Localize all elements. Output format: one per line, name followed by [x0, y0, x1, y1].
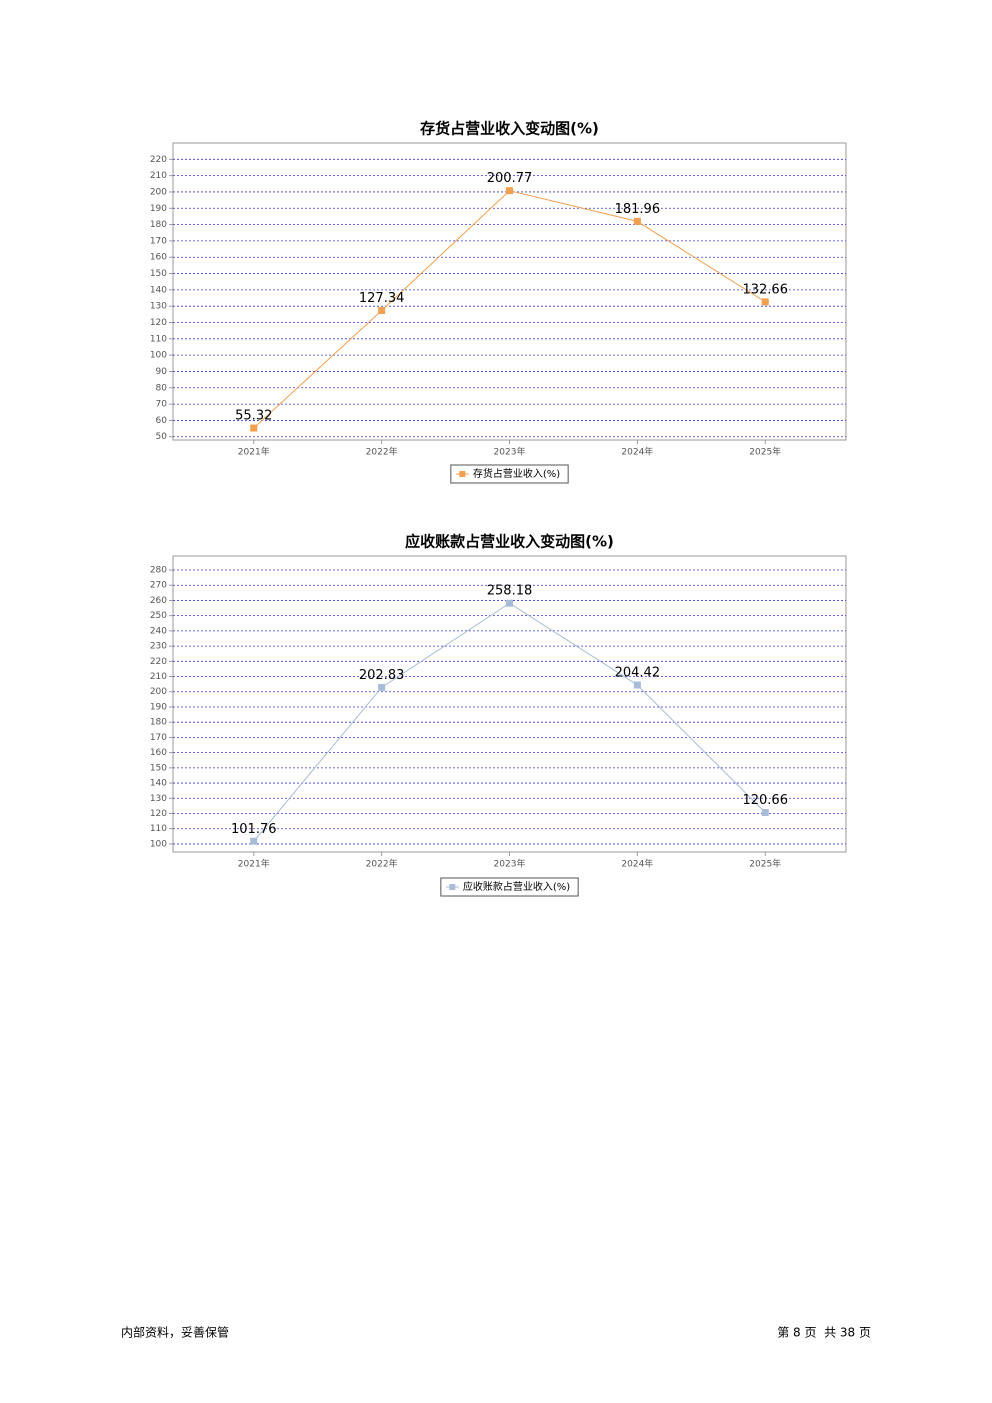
x-tick-label: 2022年 [366, 858, 398, 870]
data-label: 101.76 [231, 822, 277, 837]
y-tick-label: 190 [150, 204, 167, 214]
point-marker [633, 217, 641, 225]
y-tick-label: 200 [150, 187, 167, 197]
point-marker [506, 599, 513, 607]
y-tick-label: 180 [150, 718, 167, 728]
legend-marker [449, 884, 456, 890]
point-marker [761, 808, 769, 816]
x-tick-label: 2025年 [749, 858, 781, 870]
footer-left: 内部资料，妥善保管 [121, 1325, 229, 1340]
legend-marker [459, 471, 466, 477]
chart-title: 存货占营业收入变动图(%) [420, 120, 599, 138]
y-tick-label: 80 [156, 383, 168, 393]
data-label: 181.96 [615, 202, 661, 217]
y-tick-label: 50 [156, 432, 168, 442]
y-tick-label: 170 [150, 733, 167, 743]
y-tick-label: 90 [156, 367, 168, 377]
legend-label: 应收账款占营业收入(%) [463, 880, 570, 893]
point-marker [250, 424, 258, 432]
point-marker [761, 298, 769, 306]
point-marker [633, 681, 641, 689]
data-label: 200.77 [487, 171, 533, 186]
x-tick-label: 2025年 [749, 446, 781, 458]
y-tick-label: 240 [150, 626, 167, 636]
y-tick-label: 140 [150, 285, 167, 295]
legend-box [450, 464, 569, 484]
y-tick-label: 110 [150, 334, 167, 344]
y-tick-label: 180 [150, 220, 167, 230]
point-marker [378, 683, 386, 691]
y-tick-label: 100 [150, 351, 167, 361]
x-tick-label: 2023年 [494, 858, 526, 870]
data-label: 258.18 [487, 584, 533, 599]
y-tick-label: 280 [150, 566, 167, 576]
y-tick-label: 160 [150, 253, 167, 263]
data-label: 127.34 [359, 291, 405, 306]
y-tick-label: 110 [150, 824, 167, 834]
y-tick-label: 120 [150, 318, 167, 328]
legend-label: 存货占营业收入(%) [473, 467, 560, 480]
point-marker [378, 307, 386, 315]
y-tick-label: 220 [150, 657, 167, 667]
y-tick-label: 160 [150, 748, 167, 758]
x-tick-label: 2024年 [621, 446, 653, 458]
x-tick-label: 2021年 [238, 858, 270, 870]
chart-title: 应收账款占营业收入变动图(%) [405, 533, 614, 551]
y-tick-label: 150 [150, 763, 167, 773]
y-tick-label: 230 [150, 642, 167, 652]
y-tick-label: 260 [150, 596, 167, 606]
data-label: 202.83 [359, 668, 405, 683]
x-tick-label: 2022年 [366, 446, 398, 458]
x-tick-label: 2021年 [238, 446, 270, 458]
x-tick-label: 2023年 [494, 446, 526, 458]
y-tick-label: 170 [150, 236, 167, 246]
x-tick-label: 2024年 [621, 858, 653, 870]
y-tick-label: 70 [156, 400, 168, 410]
y-tick-label: 100 [150, 839, 167, 849]
point-marker [506, 187, 513, 195]
y-tick-label: 130 [150, 302, 167, 312]
y-tick-label: 130 [150, 794, 167, 804]
y-tick-label: 210 [150, 171, 167, 181]
y-tick-label: 60 [156, 416, 168, 426]
y-tick-label: 200 [150, 687, 167, 697]
y-tick-label: 190 [150, 702, 167, 712]
y-tick-label: 250 [150, 611, 167, 621]
y-tick-label: 220 [150, 155, 167, 165]
data-label: 132.66 [742, 282, 788, 297]
y-tick-label: 150 [150, 269, 167, 279]
legend-box [440, 877, 579, 897]
y-tick-label: 120 [150, 809, 167, 819]
y-tick-label: 140 [150, 779, 167, 789]
data-label: 204.42 [615, 666, 661, 681]
y-tick-label: 270 [150, 581, 167, 591]
y-tick-label: 210 [150, 672, 167, 682]
footer-right: 第 8 页 共 38 页 [777, 1326, 871, 1340]
data-label: 120.66 [742, 793, 788, 808]
point-marker [250, 837, 258, 845]
data-label: 55.32 [235, 409, 272, 424]
